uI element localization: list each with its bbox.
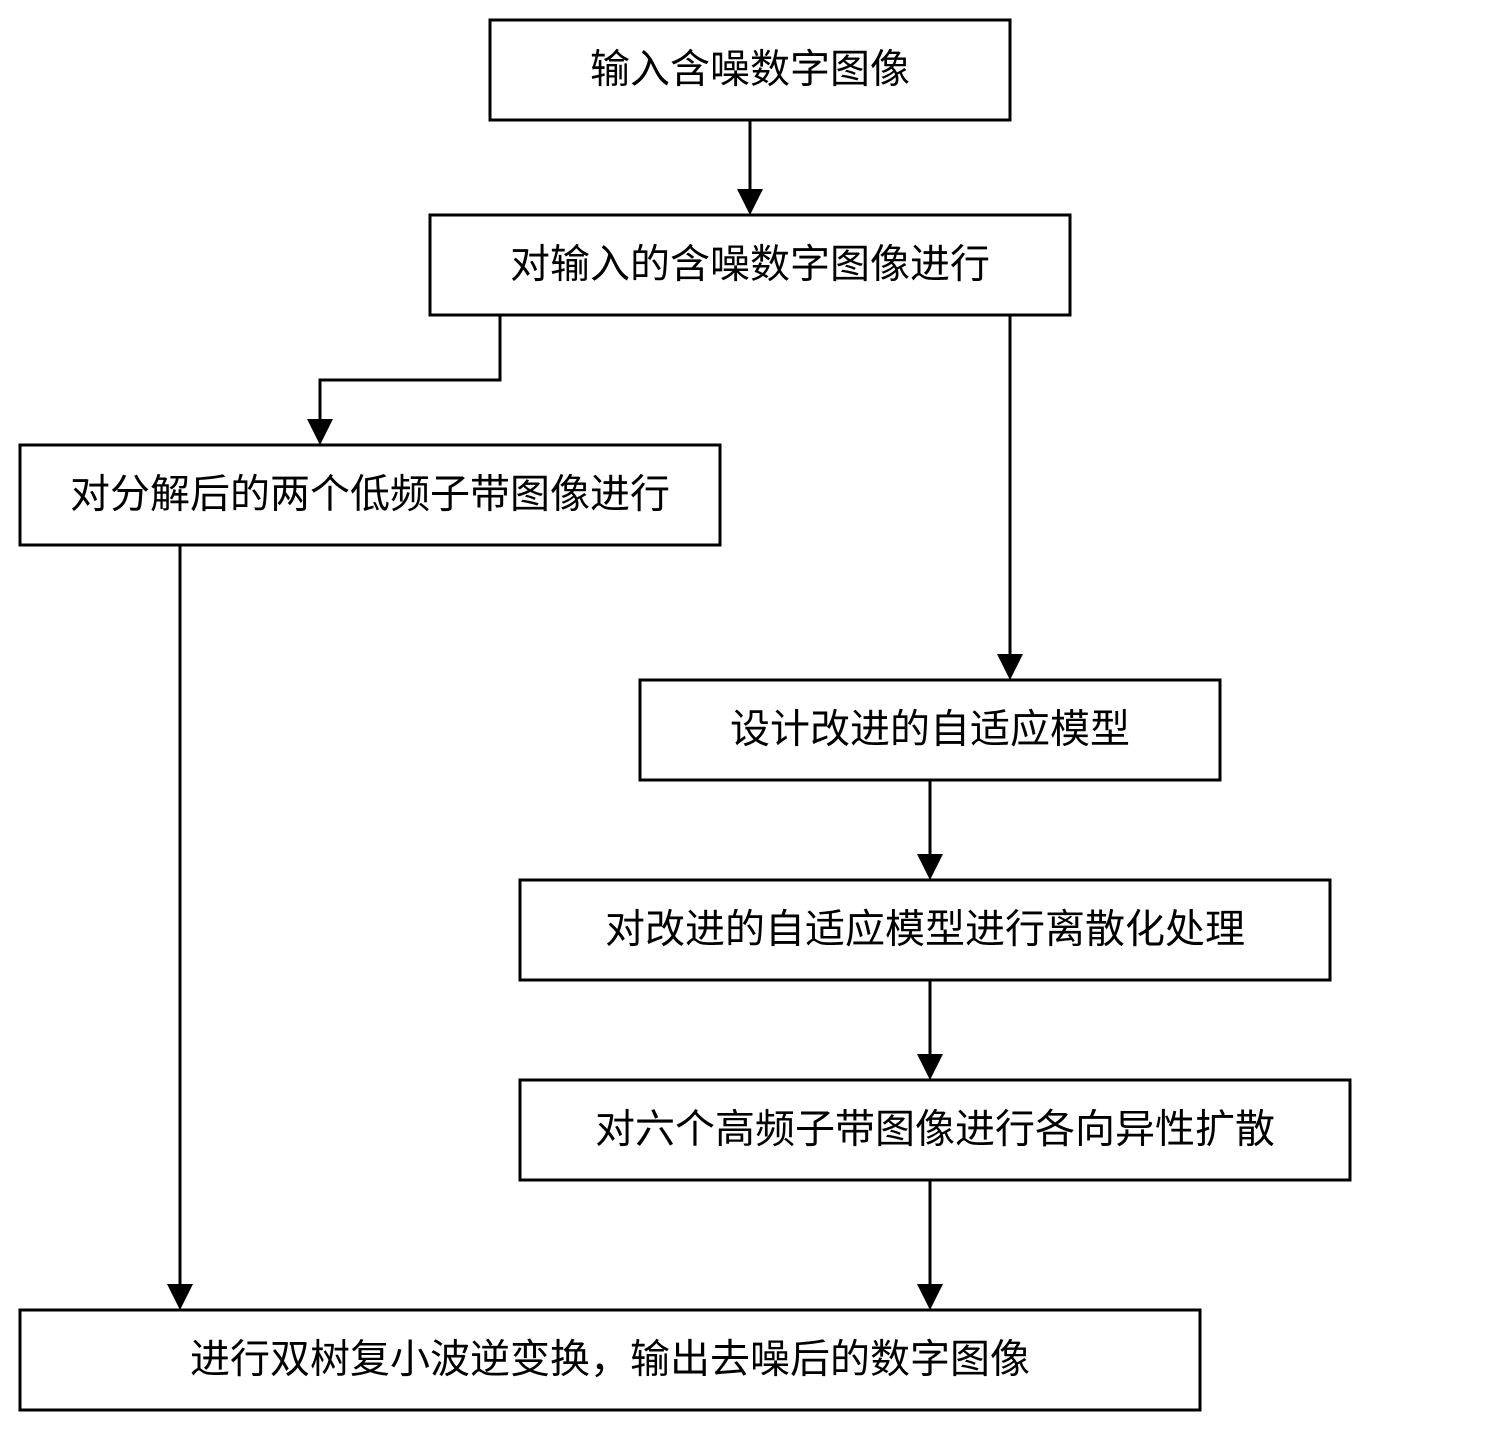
flowchart-node-label: 进行双树复小波逆变换，输出去噪后的数字图像 (190, 1338, 1030, 1382)
flowchart-node: 对六个高频子带图像进行各向异性扩散 (520, 1080, 1350, 1180)
flowchart-node: 对改进的自适应模型进行离散化处理 (520, 880, 1330, 980)
flowchart-node: 设计改进的自适应模型 (640, 680, 1220, 780)
flowchart-node-label: 对分解后的两个低频子带图像进行 (70, 473, 670, 517)
flowchart-node-label: 对六个高频子带图像进行各向异性扩散 (595, 1108, 1275, 1152)
flowchart-node-label: 输入含噪数字图像 (590, 48, 910, 92)
flowchart-node-label: 对输入的含噪数字图像进行 (510, 243, 990, 287)
flowchart-node-label: 设计改进的自适应模型 (730, 708, 1130, 752)
flowchart-node: 对分解后的两个低频子带图像进行 (20, 445, 720, 545)
flowchart-node-label: 对改进的自适应模型进行离散化处理 (605, 908, 1245, 952)
flowchart-node: 输入含噪数字图像 (490, 20, 1010, 120)
flowchart-node: 进行双树复小波逆变换，输出去噪后的数字图像 (20, 1310, 1200, 1410)
flowchart-node: 对输入的含噪数字图像进行 (430, 215, 1070, 315)
